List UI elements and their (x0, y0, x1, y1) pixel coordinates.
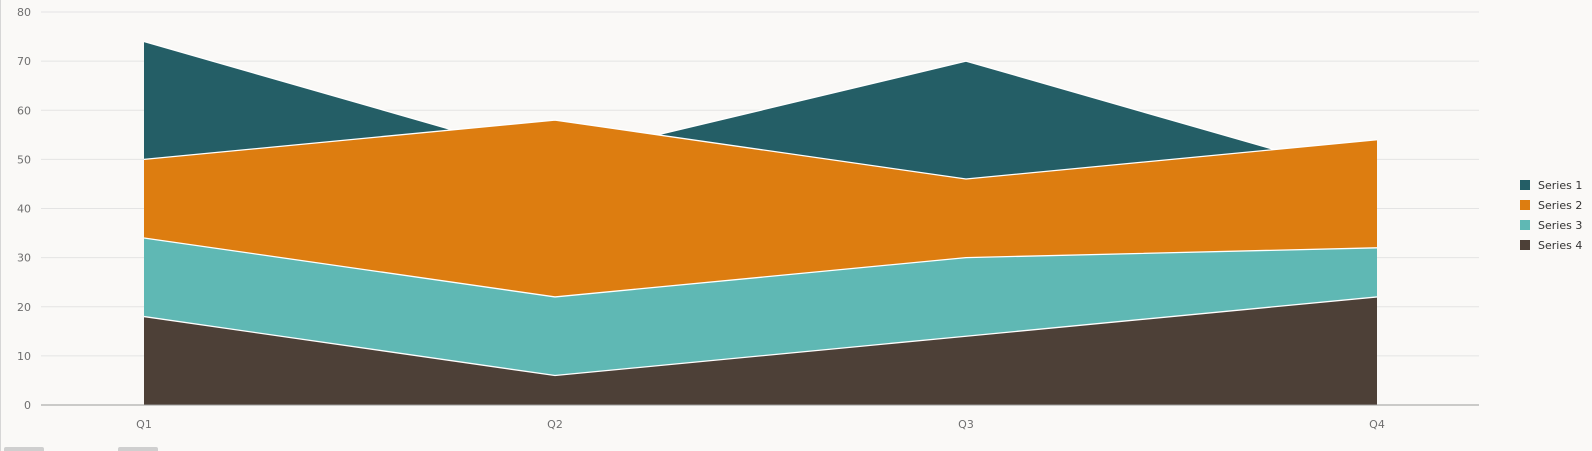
series-2-line (143, 119, 1378, 180)
series-4-area (144, 296, 1377, 405)
y-tick-label: 80 (17, 6, 31, 19)
y-tick-label: 10 (17, 350, 31, 363)
legend-label: Series 1 (1538, 178, 1583, 192)
legend-item-series-3[interactable]: Series 3 (1520, 215, 1582, 235)
y-tick-label: 30 (17, 252, 31, 265)
left-border (0, 0, 1, 451)
series-3-line (143, 237, 1378, 298)
scroll-tab-right[interactable] (118, 447, 158, 451)
legend-item-series-4[interactable]: Series 4 (1520, 235, 1582, 255)
x-tick-label: Q4 (1369, 418, 1385, 431)
y-tick-label: 0 (24, 399, 31, 412)
series-4-line (143, 296, 1378, 377)
legend-item-series-1[interactable]: Series 1 (1520, 175, 1582, 195)
y-tick-label: 60 (17, 104, 31, 117)
legend: Series 1 Series 2 Series 3 Series 4 (1520, 175, 1582, 255)
y-tick-label: 70 (17, 55, 31, 68)
area-layer (143, 40, 1378, 405)
legend-label: Series 2 (1538, 198, 1583, 212)
legend-swatch (1520, 240, 1530, 250)
x-tick-label: Q1 (136, 418, 152, 431)
legend-label: Series 3 (1538, 218, 1583, 232)
series-1-line (143, 40, 1378, 180)
legend-swatch (1520, 200, 1530, 210)
x-tick-label: Q3 (958, 418, 974, 431)
y-tick-label: 40 (17, 203, 31, 216)
y-tick-label: 20 (17, 301, 31, 314)
x-tick-label: Q2 (547, 418, 563, 431)
y-tick-label: 50 (17, 153, 31, 166)
legend-swatch (1520, 220, 1530, 230)
legend-label: Series 4 (1538, 238, 1583, 252)
legend-swatch (1520, 180, 1530, 190)
legend-item-series-2[interactable]: Series 2 (1520, 195, 1582, 215)
axis-layer: 0 10 20 30 40 50 60 70 80 Q1 Q2 Q3 Q4 (17, 6, 1479, 431)
scroll-tab-left[interactable] (4, 447, 44, 451)
